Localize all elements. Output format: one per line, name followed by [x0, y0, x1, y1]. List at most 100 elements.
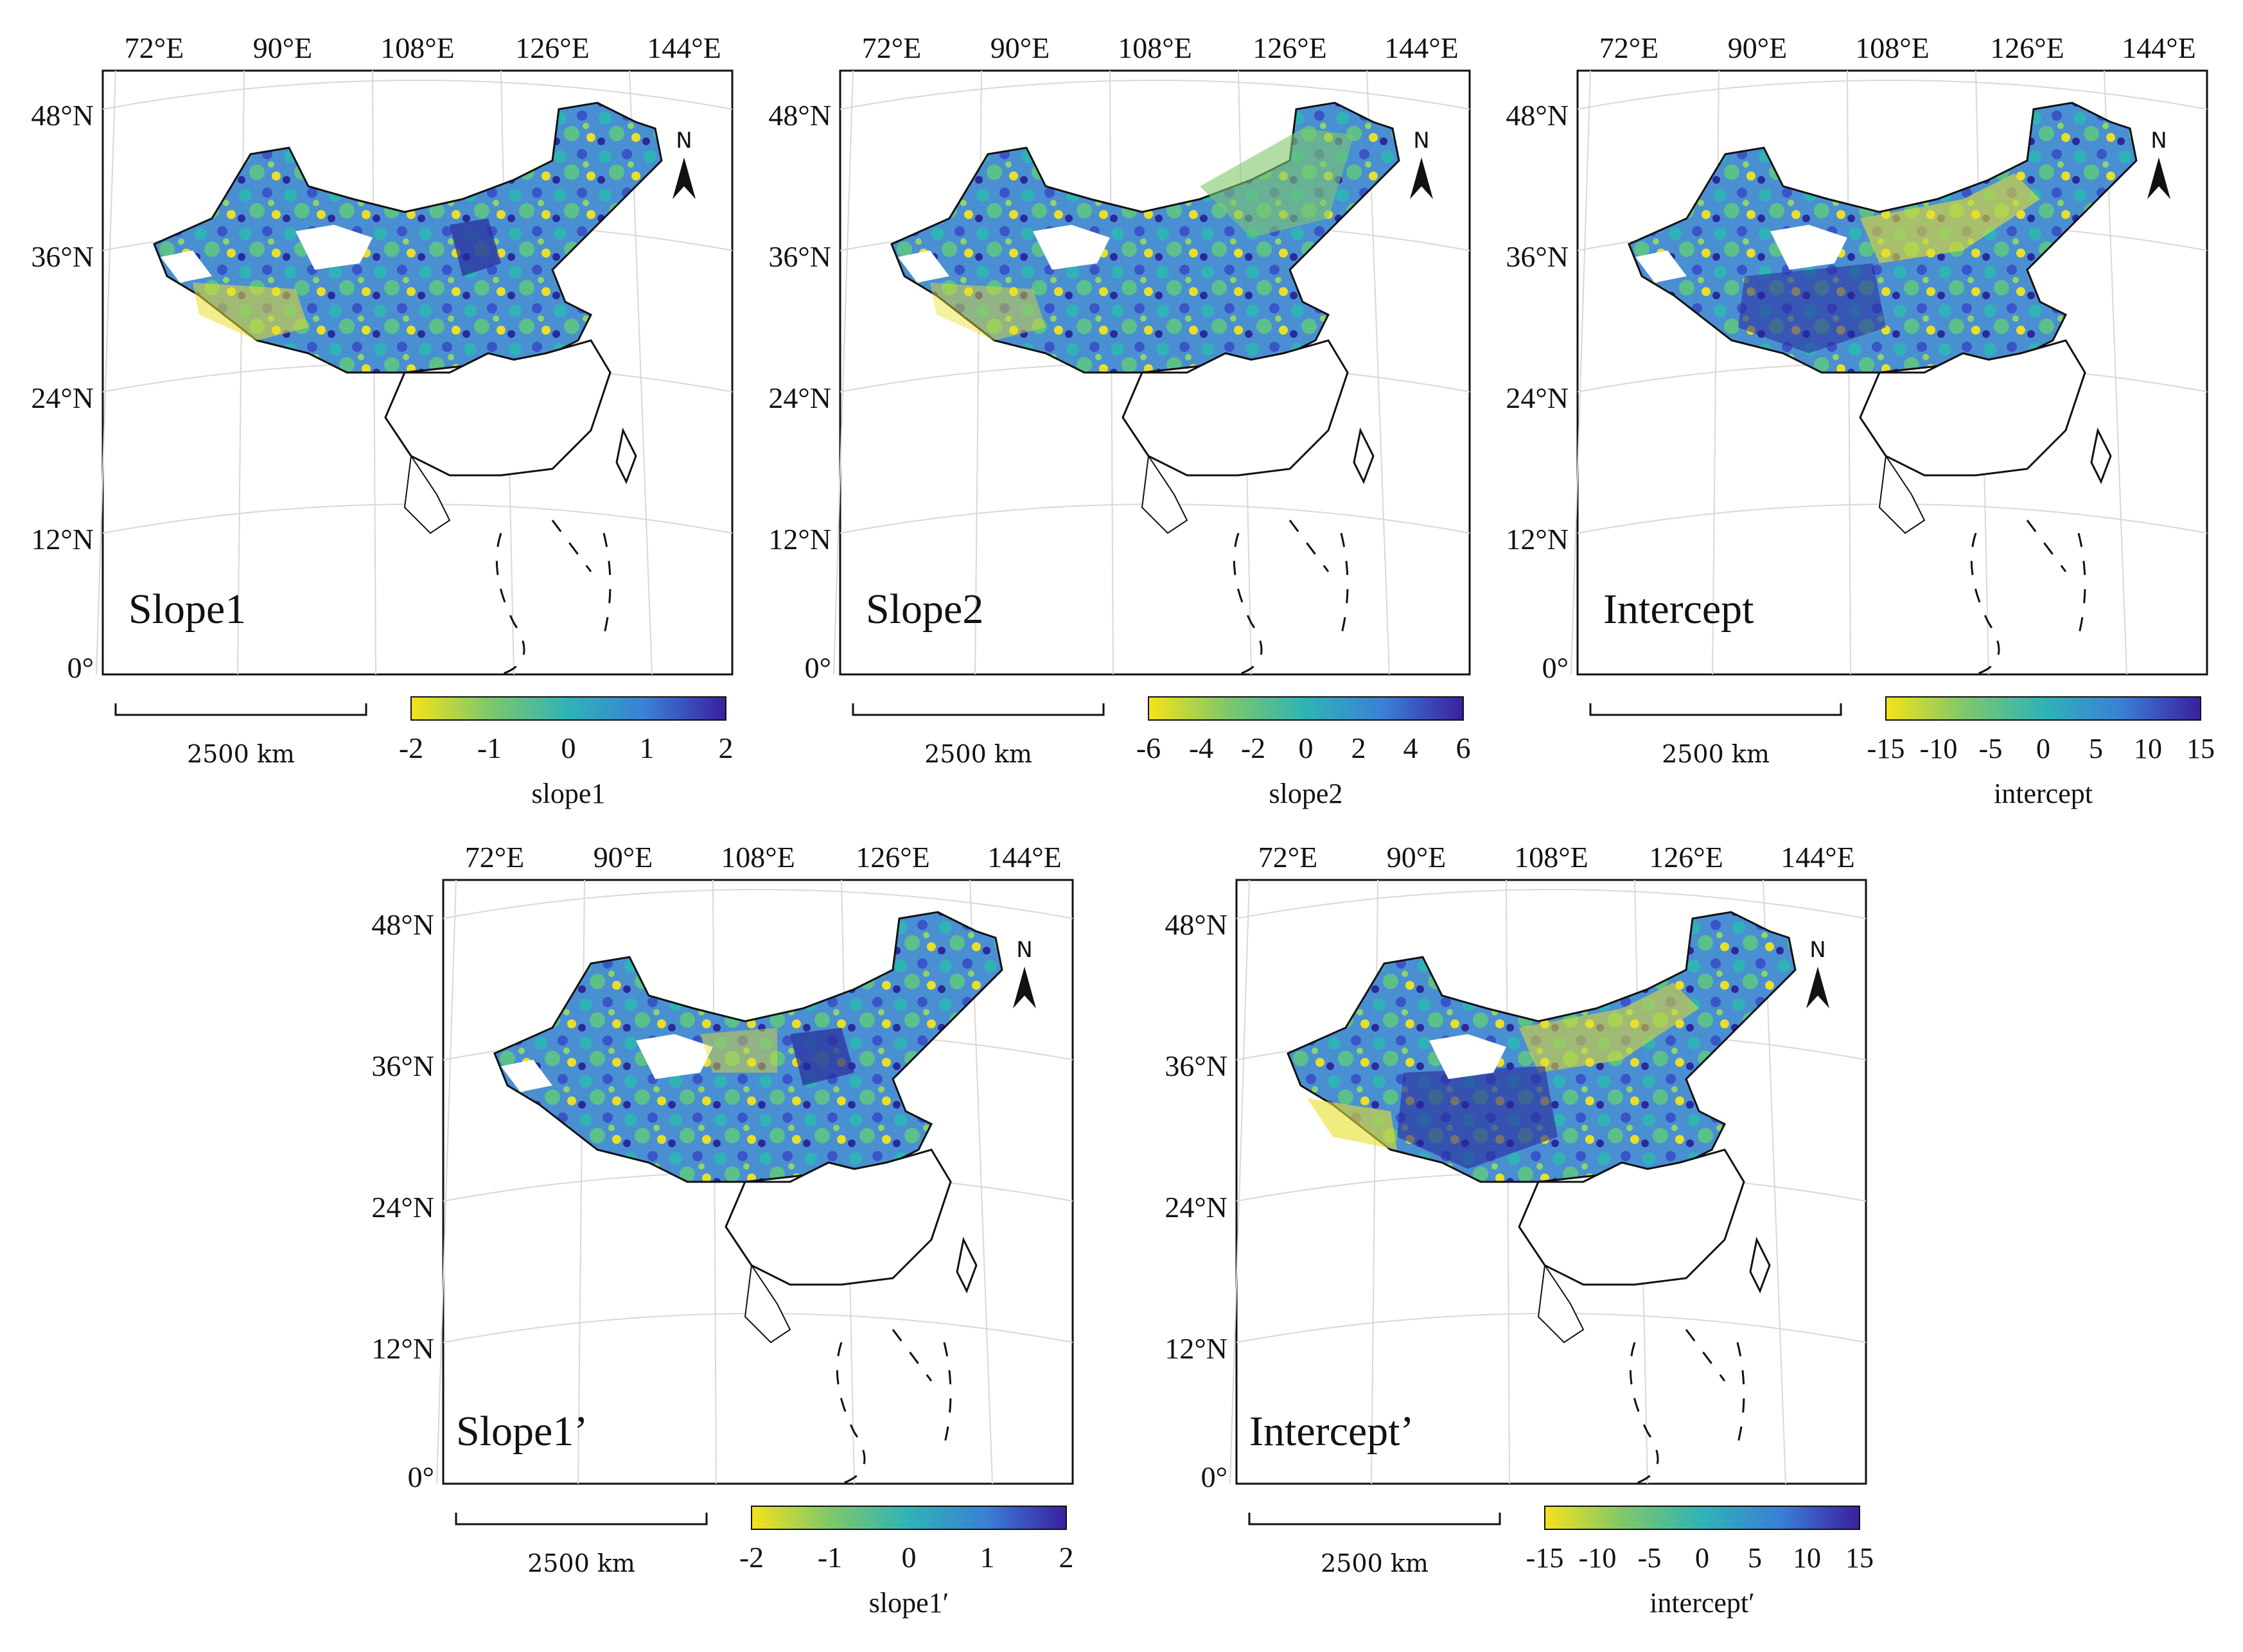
scale-bar-label: 2500 km [924, 740, 1032, 768]
lat-label: 36°N [1506, 240, 1569, 273]
lat-label: 36°N [371, 1050, 434, 1082]
north-label: N [1016, 937, 1032, 963]
panel-title: Slope1 [128, 586, 246, 633]
scale-bar: 2500 km [1248, 1513, 1501, 1577]
lon-label: 144°E [1781, 841, 1855, 874]
panel-intercept: N Intercept 72°E 90°E 108°E 126°E 144°E … [1506, 31, 2215, 809]
colorbar-tick: 6 [1456, 732, 1471, 764]
lon-label: 144°E [1384, 31, 1459, 64]
lat-label: 24°N [31, 382, 94, 414]
colorbar-tick: -15 [1526, 1542, 1564, 1574]
lat-label: 12°N [31, 523, 94, 556]
lat-label: 48°N [1165, 908, 1227, 941]
lon-label: 126°E [1990, 31, 2064, 64]
lon-label: 72°E [1599, 31, 1659, 64]
lon-label: 90°E [990, 31, 1050, 64]
colorbar-tick: 0 [902, 1541, 917, 1574]
colorbar-tick: -1 [477, 732, 502, 764]
panel-intercept-prime: N Intercept’ 72°E 90°E 108°E 126°E 144°E… [1165, 841, 1874, 1619]
panel-slope1: N Slope1 72°E 90°E 108°E 126°E 144°E 48°… [31, 31, 734, 809]
colorbar-label: slope1′ [869, 1587, 949, 1619]
colorbar-tick: 1 [980, 1541, 995, 1574]
colorbar-tick: 0 [2036, 733, 2050, 764]
scale-bar-label: 2500 km [1662, 740, 1770, 768]
panel-title: Slope2 [866, 586, 983, 633]
lat-label: 36°N [768, 240, 831, 273]
lon-label: 90°E [594, 841, 653, 874]
colorbar-tick: 4 [1403, 732, 1418, 764]
colorbar-tick: -10 [1920, 733, 1958, 764]
colorbar-tick: -2 [399, 732, 423, 764]
panel-title: Slope1’ [456, 1408, 588, 1455]
lat-label: 36°N [1165, 1050, 1227, 1082]
north-label: N [2151, 128, 2167, 154]
lon-label: 144°E [2122, 31, 2196, 64]
north-arrow: N [1013, 937, 1036, 1008]
panel-slope2: N Slope2 72°E 90°E 108°E 126°E 144°E 48°… [768, 31, 1471, 809]
colorbar-tick: 15 [2186, 733, 2215, 764]
north-label: N [676, 128, 692, 154]
lon-label: 90°E [253, 31, 313, 64]
colorbar-tick: -15 [1867, 733, 1905, 764]
china-outline [890, 101, 1400, 676]
lon-label: 126°E [856, 841, 930, 874]
north-arrow: N [1410, 128, 1433, 199]
china-outline [1287, 911, 1797, 1485]
china-outline [153, 101, 663, 676]
lat-label: 12°N [1506, 523, 1569, 556]
colorbar-tick: -5 [1979, 733, 2003, 764]
scale-bar-label: 2500 km [1321, 1549, 1429, 1577]
colorbar-tick: 0 [1695, 1542, 1709, 1574]
colorbar-tick: 2 [1351, 732, 1366, 764]
colorbar-label: intercept′ [1649, 1587, 1755, 1619]
lon-label: 108°E [1118, 31, 1192, 64]
china-outline [493, 911, 1003, 1485]
lon-label: 90°E [1728, 31, 1788, 64]
lat-label: 0° [1201, 1461, 1227, 1493]
lon-label: 108°E [721, 841, 795, 874]
colorbar-tick: -2 [739, 1541, 764, 1574]
north-label: N [1413, 128, 1429, 154]
lat-label: 24°N [371, 1191, 434, 1224]
scale-bar-label: 2500 km [187, 740, 295, 768]
colorbar-tick: -6 [1136, 732, 1161, 764]
colorbar-label: slope1 [532, 778, 606, 809]
colorbar-label: intercept [1994, 778, 2093, 809]
north-arrow: N [2147, 128, 2170, 199]
panel-slope1-prime: N Slope1’ 72°E 90°E 108°E 126°E 144°E 48… [371, 841, 1074, 1619]
china-outline [1628, 101, 2138, 676]
colorbar-label: slope2 [1269, 778, 1343, 809]
colorbar-tick: 5 [1748, 1542, 1762, 1574]
colorbar-tick: -5 [1638, 1542, 1662, 1574]
colorbar-tick: 0 [561, 732, 576, 764]
lon-label: 108°E [380, 31, 455, 64]
lon-label: 144°E [647, 31, 721, 64]
lat-label: 48°N [371, 908, 434, 941]
colorbar-tick: -4 [1189, 732, 1213, 764]
lat-label: 12°N [768, 523, 831, 556]
lat-label: 36°N [31, 240, 94, 273]
north-arrow: N [673, 128, 696, 199]
scale-bar-label: 2500 km [527, 1549, 635, 1577]
lon-label: 126°E [1253, 31, 1327, 64]
lon-label: 108°E [1514, 841, 1588, 874]
lon-label: 72°E [465, 841, 525, 874]
panel-title: Intercept’ [1249, 1408, 1414, 1455]
lon-label: 72°E [862, 31, 922, 64]
colorbar-tick: 2 [719, 732, 734, 764]
colorbar-tick: -10 [1579, 1542, 1617, 1574]
colorbar-tick: 5 [2089, 733, 2103, 764]
colorbar: -2 -1 0 1 2 slope1′ [739, 1506, 1074, 1619]
lat-label: 48°N [1506, 99, 1569, 132]
lon-label: 126°E [1649, 841, 1723, 874]
lon-label: 144°E [987, 841, 1062, 874]
colorbar-tick: 2 [1059, 1541, 1074, 1574]
panel-title: Intercept [1603, 586, 1754, 633]
colorbar: -2 -1 0 1 2 slope1 [399, 696, 734, 809]
north-label: N [1809, 937, 1825, 963]
lon-label: 72°E [125, 31, 184, 64]
colorbar: -15 -10 -5 0 5 10 15 intercept′ [1526, 1506, 1874, 1619]
colorbar-tick: 1 [640, 732, 655, 764]
lon-label: 72°E [1258, 841, 1318, 874]
